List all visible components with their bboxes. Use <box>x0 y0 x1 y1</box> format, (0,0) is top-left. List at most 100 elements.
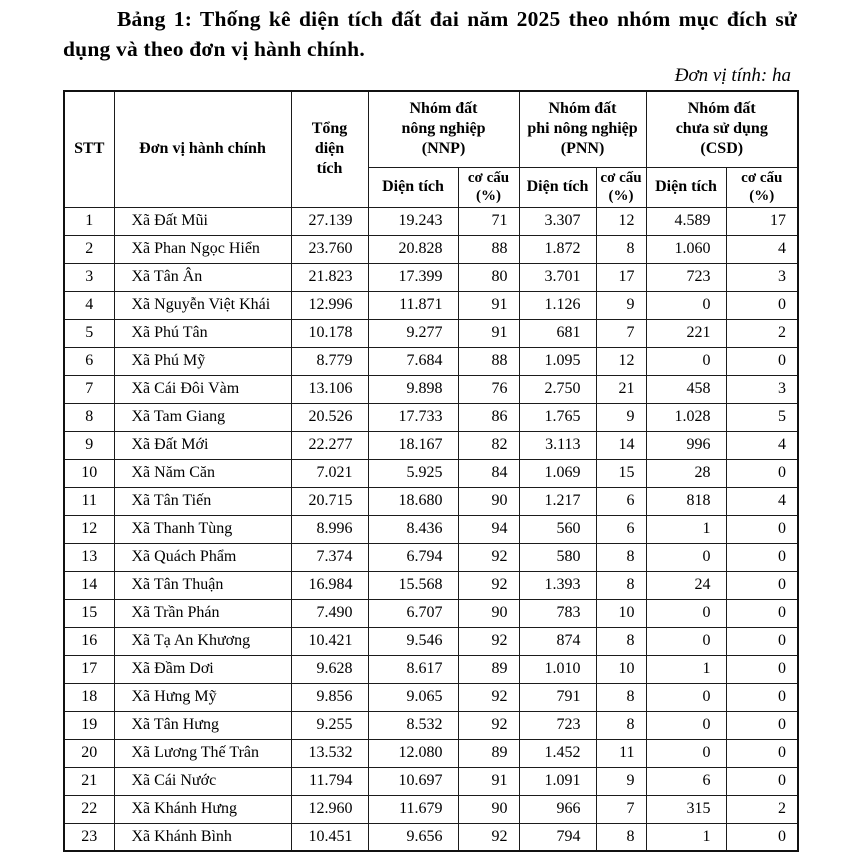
table-body: 1 Xã Đất Mũi 27.139 19.243 71 3.307 12 4.589 17 2… <box>63 206 799 852</box>
row-pnn-area: 1.010 <box>518 654 597 684</box>
row-csd-pct: 3 <box>725 374 799 404</box>
row-stt: 10 <box>63 458 115 488</box>
row-nnp-pct: 91 <box>457 290 520 320</box>
row-nnp-pct: 92 <box>457 542 520 572</box>
table-row: 10 Xã Năm Căn 7.021 5.925 84 1.069 15 28 0 <box>63 458 799 488</box>
ratio-label-line: cơ cấu <box>600 170 642 187</box>
row-stt: 3 <box>63 262 115 292</box>
col-header-stt: STT <box>63 90 115 208</box>
row-pnn-pct: 10 <box>595 598 647 628</box>
row-csd-area: 996 <box>645 430 727 460</box>
row-csd-pct: 0 <box>725 290 799 320</box>
row-csd-pct: 3 <box>725 262 799 292</box>
row-pnn-area: 1.069 <box>518 458 597 488</box>
table-row: 6 Xã Phú Mỹ 8.779 7.684 88 1.095 12 0 0 <box>63 346 799 376</box>
row-csd-pct: 0 <box>725 542 799 572</box>
row-pnn-pct: 10 <box>595 654 647 684</box>
row-nnp-area: 12.080 <box>367 738 459 768</box>
row-csd-pct: 17 <box>725 206 799 236</box>
row-csd-area: 0 <box>645 598 727 628</box>
ratio-label-line: (%) <box>749 188 775 205</box>
row-total-area: 27.139 <box>290 206 369 236</box>
col-group-pnn: Nhóm đất phi nông nghiệp (PNN) <box>518 90 647 168</box>
row-csd-area: 458 <box>645 374 727 404</box>
row-nnp-area: 11.679 <box>367 794 459 824</box>
table-row: 2 Xã Phan Ngọc Hiển 23.760 20.828 88 1.872 8 1.… <box>63 234 799 264</box>
table-row: 13 Xã Quách Phẩm 7.374 6.794 92 580 8 0 0 <box>63 542 799 572</box>
row-csd-pct: 0 <box>725 346 799 376</box>
row-pnn-pct: 11 <box>595 738 647 768</box>
row-admin-unit: Xã Năm Căn <box>113 458 292 488</box>
row-nnp-pct: 92 <box>457 710 520 740</box>
row-admin-unit: Xã Phú Mỹ <box>113 346 292 376</box>
row-pnn-area: 3.701 <box>518 262 597 292</box>
row-pnn-pct: 12 <box>595 206 647 236</box>
row-nnp-area: 9.277 <box>367 318 459 348</box>
row-stt: 16 <box>63 626 115 656</box>
nnp-group-label-line: (NNP) <box>421 140 466 158</box>
row-nnp-pct: 92 <box>457 822 520 852</box>
col-header-csd-area: Diện tích <box>645 166 727 208</box>
row-nnp-pct: 82 <box>457 430 520 460</box>
row-admin-unit: Xã Phan Ngọc Hiển <box>113 234 292 264</box>
row-pnn-area: 3.307 <box>518 206 597 236</box>
row-csd-area: 723 <box>645 262 727 292</box>
row-stt: 7 <box>63 374 115 404</box>
row-stt: 5 <box>63 318 115 348</box>
row-total-area: 9.628 <box>290 654 369 684</box>
row-nnp-area: 6.794 <box>367 542 459 572</box>
row-nnp-pct: 91 <box>457 766 520 796</box>
row-stt: 6 <box>63 346 115 376</box>
table-row: 15 Xã Trần Phán 7.490 6.707 90 783 10 0 0 <box>63 598 799 628</box>
row-pnn-pct: 8 <box>595 570 647 600</box>
row-stt: 22 <box>63 794 115 824</box>
row-stt: 2 <box>63 234 115 264</box>
csd-group-label-line: (CSD) <box>700 140 744 158</box>
row-total-area: 13.106 <box>290 374 369 404</box>
row-nnp-pct: 91 <box>457 318 520 348</box>
col-header-nnp-ratio: cơ cấu (%) <box>457 166 520 208</box>
row-total-area: 11.794 <box>290 766 369 796</box>
row-nnp-pct: 84 <box>457 458 520 488</box>
table-row: 12 Xã Thanh Tùng 8.996 8.436 94 560 6 1 0 <box>63 514 799 544</box>
row-csd-pct: 2 <box>725 794 799 824</box>
pnn-group-label-line: phi nông nghiệp <box>527 120 638 138</box>
row-csd-pct: 0 <box>725 822 799 852</box>
row-admin-unit: Xã Phú Tân <box>113 318 292 348</box>
table-row: 9 Xã Đất Mới 22.277 18.167 82 3.113 14 996 4 <box>63 430 799 460</box>
row-csd-pct: 4 <box>725 430 799 460</box>
row-csd-pct: 2 <box>725 318 799 348</box>
row-total-area: 20.715 <box>290 486 369 516</box>
row-admin-unit: Xã Thanh Tùng <box>113 514 292 544</box>
row-admin-unit: Xã Lương Thế Trân <box>113 738 292 768</box>
row-total-area: 13.532 <box>290 738 369 768</box>
pnn-group-label-line: Nhóm đất <box>548 100 617 118</box>
row-pnn-area: 1.217 <box>518 486 597 516</box>
row-total-area: 9.856 <box>290 682 369 712</box>
row-csd-pct: 0 <box>725 654 799 684</box>
row-total-area: 23.760 <box>290 234 369 264</box>
row-admin-unit: Xã Quách Phẩm <box>113 542 292 572</box>
row-csd-area: 1 <box>645 654 727 684</box>
row-nnp-pct: 71 <box>457 206 520 236</box>
row-nnp-area: 9.546 <box>367 626 459 656</box>
table-row: 22 Xã Khánh Hưng 12.960 11.679 90 966 7 315 2 <box>63 794 799 824</box>
row-pnn-pct: 9 <box>595 766 647 796</box>
row-nnp-pct: 86 <box>457 402 520 432</box>
row-pnn-pct: 12 <box>595 346 647 376</box>
row-nnp-pct: 90 <box>457 794 520 824</box>
row-stt: 13 <box>63 542 115 572</box>
col-header-csd-ratio: cơ cấu (%) <box>725 166 799 208</box>
row-admin-unit: Xã Hưng Mỹ <box>113 682 292 712</box>
row-admin-unit: Xã Tân Ân <box>113 262 292 292</box>
row-csd-area: 28 <box>645 458 727 488</box>
row-pnn-area: 783 <box>518 598 597 628</box>
pnn-group-label-line: (PNN) <box>560 140 605 158</box>
table-row: 19 Xã Tân Hưng 9.255 8.532 92 723 8 0 0 <box>63 710 799 740</box>
row-nnp-area: 11.871 <box>367 290 459 320</box>
row-pnn-pct: 6 <box>595 486 647 516</box>
row-admin-unit: Xã Tam Giang <box>113 402 292 432</box>
table-row: 1 Xã Đất Mũi 27.139 19.243 71 3.307 12 4.589 17 <box>63 206 799 236</box>
row-pnn-pct: 8 <box>595 682 647 712</box>
row-admin-unit: Xã Đầm Dơi <box>113 654 292 684</box>
